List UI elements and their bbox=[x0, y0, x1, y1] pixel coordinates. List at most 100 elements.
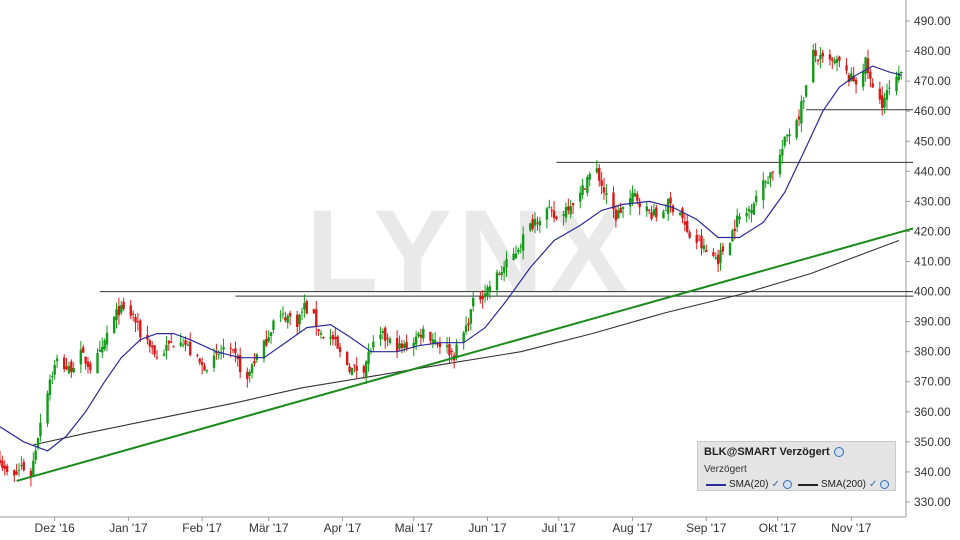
legend-item-sma20[interactable]: SMA(20) ✓ bbox=[706, 479, 792, 490]
candle-body bbox=[797, 116, 801, 120]
check-icon[interactable]: ✓ bbox=[771, 479, 780, 490]
candle-body bbox=[414, 336, 418, 345]
y-tick-label: 480.00 bbox=[914, 44, 951, 58]
candle-body bbox=[89, 363, 92, 370]
y-tick-label: 370.00 bbox=[914, 375, 951, 389]
candle-body bbox=[483, 293, 487, 298]
candle-body bbox=[662, 211, 665, 219]
candle-body bbox=[172, 346, 175, 348]
candle-body bbox=[900, 71, 903, 74]
candle-body bbox=[196, 354, 199, 356]
x-tick-label: Okt '17 bbox=[759, 521, 797, 535]
candle-body bbox=[455, 344, 458, 359]
candle-body bbox=[567, 206, 570, 211]
candle-body bbox=[181, 344, 185, 346]
candle-body bbox=[250, 364, 254, 373]
x-tick-label: Feb '17 bbox=[182, 521, 222, 535]
candle-body bbox=[467, 323, 470, 326]
x-tick-label: Dez '16 bbox=[35, 521, 76, 535]
candle-body bbox=[897, 72, 901, 80]
candle-body bbox=[481, 296, 484, 300]
candle-body bbox=[412, 342, 415, 348]
eye-icon[interactable] bbox=[880, 480, 890, 489]
candle-body bbox=[669, 197, 672, 204]
candle-body bbox=[234, 348, 237, 354]
candle-body bbox=[472, 297, 475, 307]
legend-item-sma200[interactable]: SMA(200) ✓ bbox=[798, 479, 890, 490]
candle-body bbox=[714, 257, 717, 259]
eye-icon[interactable] bbox=[782, 480, 792, 489]
candle-body bbox=[619, 208, 622, 213]
candle-body bbox=[388, 338, 392, 343]
candle-body bbox=[246, 371, 249, 380]
candle-body bbox=[545, 208, 549, 220]
candle-body bbox=[265, 338, 268, 346]
candle-body bbox=[205, 370, 209, 372]
candle-body bbox=[229, 347, 232, 349]
candle-body bbox=[688, 232, 691, 238]
eye-icon[interactable] bbox=[833, 447, 844, 458]
candle-body bbox=[101, 346, 104, 353]
candle-body bbox=[365, 361, 368, 377]
watermark-layer: LYNX bbox=[306, 186, 628, 318]
legend-item-label: SMA(20) bbox=[729, 479, 769, 490]
candle-body bbox=[238, 355, 242, 373]
candle-body bbox=[22, 461, 25, 471]
candle-body bbox=[533, 219, 537, 226]
candle-body bbox=[217, 353, 220, 355]
candle-body bbox=[861, 71, 865, 87]
y-tick-label: 410.00 bbox=[914, 255, 951, 269]
candle-body bbox=[450, 351, 454, 353]
candle-body bbox=[170, 341, 173, 343]
candle-body bbox=[303, 303, 306, 310]
candle-body bbox=[586, 177, 589, 193]
candle-body bbox=[778, 154, 782, 175]
candle-body bbox=[315, 309, 318, 327]
candle-body bbox=[279, 315, 282, 317]
candle-body bbox=[222, 347, 225, 350]
candle-body bbox=[700, 235, 703, 249]
candle-body bbox=[850, 73, 853, 82]
candle-body bbox=[36, 438, 40, 447]
candle-body bbox=[828, 54, 832, 60]
candle-body bbox=[312, 309, 316, 314]
sma20-swatch bbox=[706, 483, 726, 486]
candle-body bbox=[628, 198, 632, 207]
candle-body bbox=[464, 325, 468, 332]
candle-body bbox=[645, 206, 649, 212]
candle-body bbox=[766, 182, 770, 184]
legend-title: BLK@SMART Verzögert bbox=[704, 446, 844, 458]
candle-body bbox=[248, 371, 251, 376]
candle-body bbox=[631, 192, 634, 203]
candle-body bbox=[562, 214, 565, 216]
candle-body bbox=[814, 50, 817, 57]
candle-body bbox=[15, 471, 18, 475]
candle-body bbox=[647, 209, 651, 211]
candle-body bbox=[866, 58, 870, 74]
candle-body bbox=[650, 212, 653, 219]
candle-body bbox=[595, 168, 599, 173]
candle-body bbox=[871, 83, 874, 88]
candle-body bbox=[431, 339, 434, 345]
candle-body bbox=[129, 305, 132, 316]
candle-body bbox=[783, 136, 786, 146]
candle-body bbox=[403, 343, 406, 348]
candle-body bbox=[46, 393, 49, 424]
candle-body bbox=[272, 320, 275, 330]
candle-body bbox=[167, 340, 171, 344]
check-icon[interactable]: ✓ bbox=[869, 479, 878, 490]
trend-layer bbox=[16, 227, 914, 482]
candle-body bbox=[571, 203, 575, 206]
candle-body bbox=[338, 347, 342, 352]
candle-body bbox=[231, 349, 235, 351]
candle-body bbox=[764, 181, 767, 183]
sma200-line bbox=[33, 239, 900, 446]
sma200-swatch bbox=[798, 483, 818, 486]
sma20-line bbox=[0, 65, 902, 452]
candle-body bbox=[422, 328, 425, 339]
candle-body bbox=[317, 329, 320, 332]
candle-body bbox=[664, 210, 668, 212]
candle-body bbox=[833, 60, 836, 64]
